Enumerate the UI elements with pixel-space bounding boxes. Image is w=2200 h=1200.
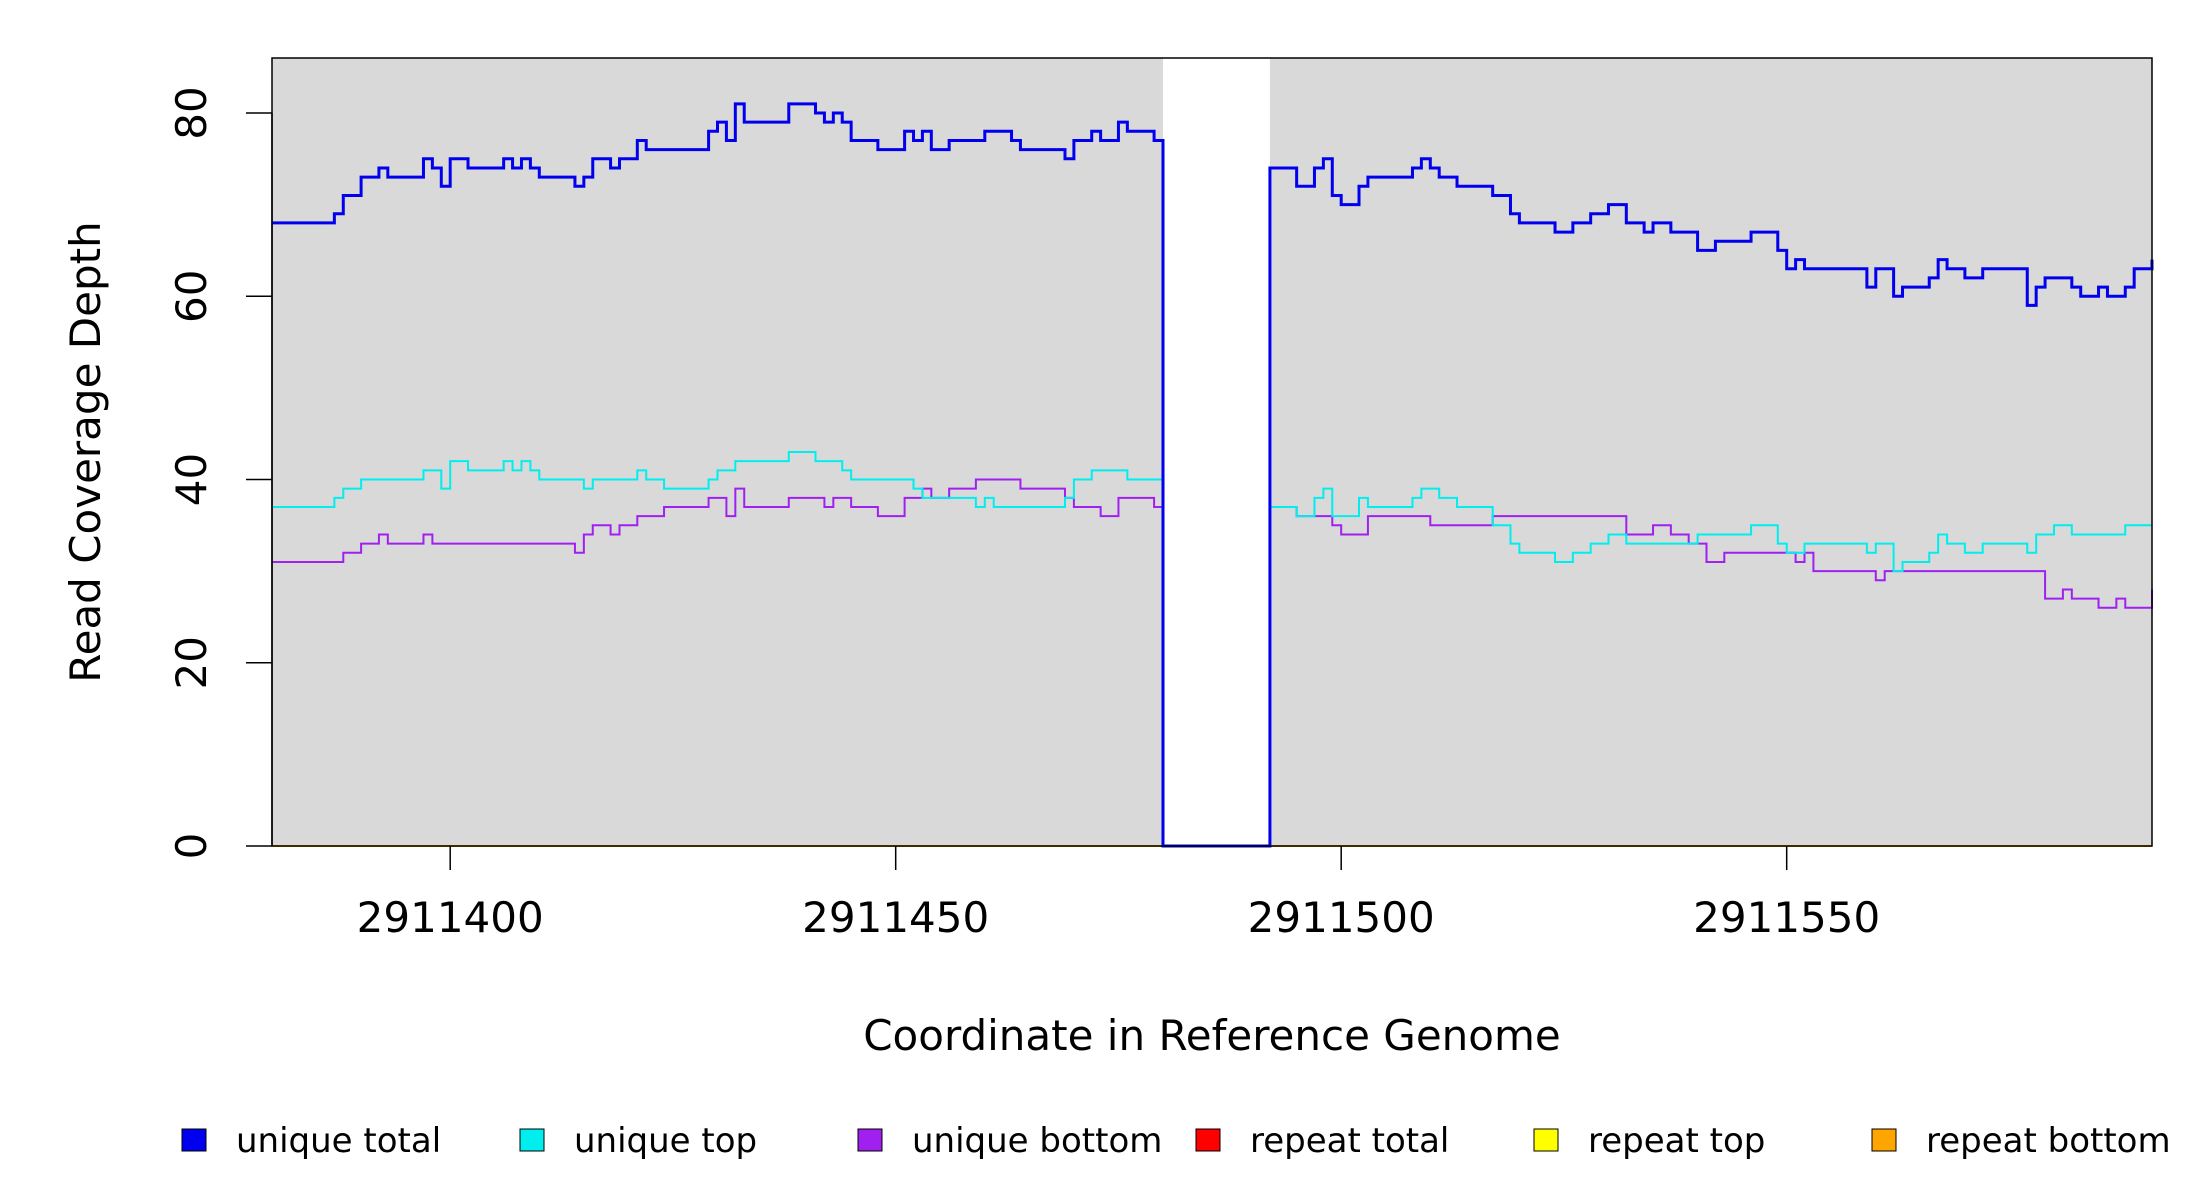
legend-swatch [519,1128,545,1152]
legend-swatch [857,1128,883,1152]
x-tick-label: 2911550 [1693,893,1880,942]
legend-label: unique top [574,1121,757,1161]
y-axis-title: Read Coverage Depth [61,221,110,682]
y-tick-label: 60 [167,270,216,323]
y-tick-label: 80 [167,86,216,139]
x-tick-label: 2911450 [802,893,989,942]
y-tick-label: 40 [167,453,216,506]
legend-label: repeat top [1588,1121,1765,1161]
plot-area [272,58,2152,846]
legend-label: repeat bottom [1926,1121,2171,1161]
y-tick-label: 0 [167,833,216,860]
legend: unique total unique top unique bottom repea… [181,1121,2171,1161]
x-tick-label: 2911500 [1248,893,1435,942]
y-tick-label: 20 [167,636,216,689]
axes: 2911400 2911450 2911500 2911550 0 20 40 60 80 [167,86,1880,942]
legend-label: unique total [236,1121,441,1161]
x-tick-label: 2911400 [357,893,544,942]
legend-swatch [1195,1128,1221,1152]
legend-swatch [181,1128,207,1152]
series-line-unique-top [272,451,2152,847]
legend-swatch [1533,1128,1559,1152]
legend-swatch [1871,1128,1897,1152]
coverage-gap [1162,58,1270,846]
legend-label: repeat total [1250,1121,1449,1161]
legend-label: unique bottom [912,1121,1162,1161]
x-axis-title: Coordinate in Reference Genome [863,1011,1561,1060]
